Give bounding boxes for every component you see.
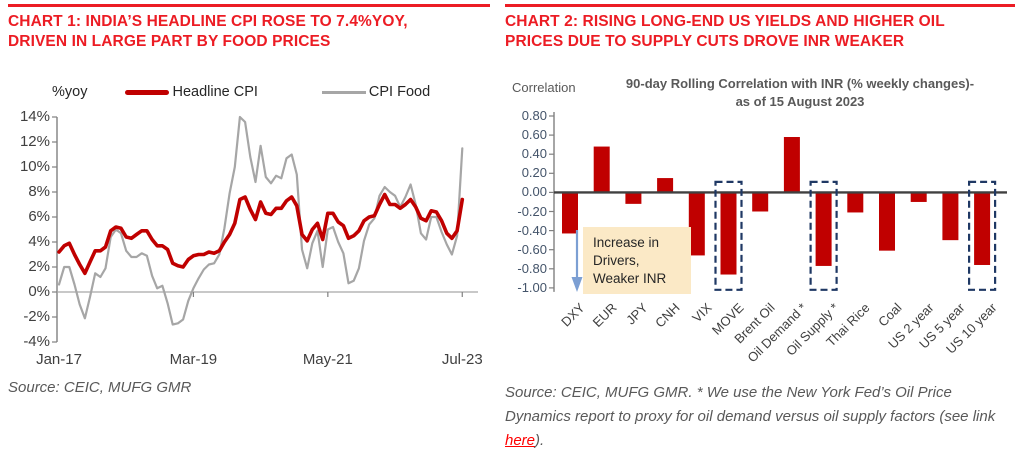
- bar-vix: [688, 192, 705, 256]
- highlight-box-oil-supply: [809, 180, 838, 291]
- bar-jpy: [625, 192, 642, 204]
- bar-chart-inner-title-line2: as of 15 August 2023: [735, 94, 865, 110]
- y-tick-label: 0.80: [521, 108, 547, 123]
- chart2-panel: CHART 2: RISING LONG-END US YIELDS AND H…: [505, 0, 1017, 465]
- legend-item-headline-cpi: Headline CPI: [125, 84, 258, 100]
- y-tick-label: 12%: [19, 133, 50, 150]
- chart1-source: Source: CEIC, MUFG GMR: [8, 379, 192, 396]
- y-tick-label: 0%: [28, 283, 50, 300]
- down-arrow-icon: [571, 230, 583, 292]
- y-tick-label: -0.80: [517, 260, 547, 276]
- highlight-box-us-10-year: [968, 180, 997, 291]
- bar-thai-rice: [847, 192, 864, 213]
- chart2-title-line2: PRICES DUE TO SUPPLY CUTS DROVE INR WEAK…: [505, 33, 905, 51]
- bar-oil-demand: [783, 137, 800, 193]
- y-tick-label: -0.60: [517, 241, 547, 257]
- chart1-title-line2: DRIVEN IN LARGE PART BY FOOD PRICES: [8, 33, 331, 51]
- chart2-title-line1: CHART 2: RISING LONG-END US YIELDS AND H…: [505, 13, 945, 30]
- y-tick-label: 0.00: [521, 184, 547, 200]
- highlight-box-move: [714, 180, 743, 291]
- y-tick-label: 2%: [28, 258, 50, 275]
- y-tick-label: 10%: [19, 158, 50, 175]
- y-tick-label: -1.00: [517, 279, 547, 295]
- x-tick-label: Mar-19: [169, 351, 218, 368]
- series-line-cpi-food: [57, 115, 464, 326]
- y-axis-unit-label: %yoy: [52, 84, 88, 100]
- chart2-source-suffix: ).: [535, 432, 545, 449]
- weaker-inr-annotation: Increase in Drivers, Weaker INR: [583, 227, 691, 295]
- chart1-title-line1: CHART 1: INDIA’S HEADLINE CPI ROSE TO 7.…: [8, 13, 408, 30]
- y-tick-label: 8%: [28, 183, 50, 200]
- inr-correlation-bar-chart: 0.80 0.60 0.40 0.20 0.00 -0.20 -0.40 -0.60 -0.80…: [505, 0, 1017, 465]
- bar-us-10-year: [974, 192, 991, 265]
- y-tick-label: 0.20: [521, 165, 547, 181]
- y-tick-label: 4%: [28, 233, 50, 250]
- bar-oil-supply: [815, 192, 832, 266]
- bar-eur: [593, 146, 610, 193]
- x-tick-label: Jul-23: [441, 351, 483, 368]
- chart2-source: Source: CEIC, MUFG GMR. * We use the New…: [505, 381, 1017, 453]
- bar-plot-svg: [549, 112, 1007, 292]
- legend-label-cpi-food: CPI Food: [368, 84, 431, 100]
- y-tick-label: -0.20: [517, 203, 547, 219]
- legend-item-cpi-food: CPI Food: [321, 84, 431, 100]
- bar-us-5-year: [942, 192, 959, 241]
- chart2-top-rule: [505, 4, 1015, 7]
- y-tick-label: -2%: [23, 308, 50, 325]
- chart2-source-text: Source: CEIC, MUFG GMR. * We use the New…: [505, 384, 996, 425]
- cpi-food-swatch: [321, 90, 366, 94]
- cpi-legend: %yoy Headline CPI CPI Food: [52, 82, 430, 102]
- bar-us-2-year: [910, 192, 927, 202]
- bar-coal: [879, 192, 895, 251]
- y-tick-label: -0.40: [517, 222, 547, 238]
- bar-cnh: [657, 178, 674, 193]
- series-line-headline-cpi: [57, 192, 465, 276]
- x-tick-label: Jan-17: [36, 351, 82, 368]
- chart2-title: CHART 2: RISING LONG-END US YIELDS AND H…: [505, 12, 1017, 53]
- bar-brent-oil: [752, 192, 769, 212]
- headline-cpi-swatch: [125, 89, 170, 95]
- cpi-line-chart: 14% 12% 10% 8% 6% 4% 2% 0% -2% -4% Jan-17 Mar-19 May…: [8, 0, 492, 465]
- y-tick-label: -4%: [23, 333, 50, 350]
- correlation-axis-label: Correlation: [512, 80, 576, 95]
- chart1-panel: CHART 1: INDIA’S HEADLINE CPI ROSE TO 7.…: [8, 0, 492, 465]
- legend-label-headline-cpi: Headline CPI: [172, 84, 258, 100]
- y-tick-label: 0.60: [521, 127, 547, 143]
- y-tick-label: 6%: [28, 208, 50, 225]
- x-tick-label: May-21: [302, 351, 353, 368]
- bar-chart-inner-title: 90-day Rolling Correlation with INR (% w…: [585, 75, 1015, 111]
- bar-chart-inner-title-line1: 90-day Rolling Correlation with INR (% w…: [625, 76, 975, 91]
- source-here-link[interactable]: here: [505, 432, 536, 449]
- bar-dxy: [562, 192, 578, 234]
- y-tick-label: 0.40: [521, 146, 547, 162]
- chart1-title: CHART 1: INDIA’S HEADLINE CPI ROSE TO 7.…: [8, 12, 492, 53]
- line-plot-svg: [52, 115, 478, 343]
- chart1-top-rule: [8, 4, 490, 7]
- y-tick-label: 14%: [19, 108, 50, 125]
- bar-move: [720, 192, 737, 275]
